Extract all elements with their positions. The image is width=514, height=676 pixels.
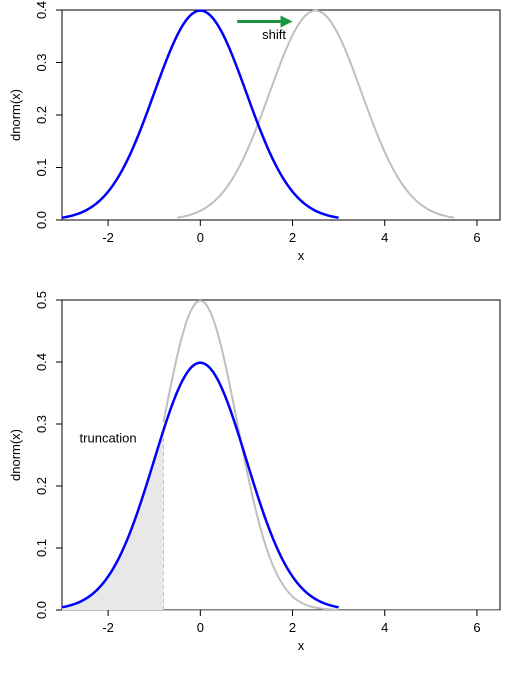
y-tick-label: 0.4: [34, 353, 49, 371]
x-axis-label: x: [298, 638, 305, 653]
truncation-label: truncation: [80, 431, 137, 446]
x-tick-label: -2: [102, 620, 114, 635]
x-axis-label: x: [298, 248, 305, 263]
shifted-curve: [177, 11, 454, 218]
y-tick-label: 0.4: [34, 1, 49, 19]
y-tick-label: 0.3: [34, 415, 49, 433]
figure: shift -2 0 2 4 6 0.0 0.1 0.2 0.3 0.4 x dnorm(x) trunc…: [0, 0, 514, 676]
y-tick-label: 0.1: [34, 539, 49, 557]
x-tick-label: 4: [381, 620, 388, 635]
y-tick-label: 0.5: [34, 291, 49, 309]
y-axis-label: dnorm(x): [8, 429, 23, 481]
normal-curve: [62, 11, 339, 218]
x-tick-label: 0: [197, 620, 204, 635]
y-tick-label: 0.2: [34, 106, 49, 124]
truncated-curve: [163, 301, 338, 610]
y-axis-label: dnorm(x): [8, 89, 23, 141]
x-tick-label: -2: [102, 230, 114, 245]
y-tick-label: 0.0: [34, 601, 49, 619]
x-tick-label: 6: [473, 230, 480, 245]
x-tick-label: 6: [473, 620, 480, 635]
x-tick-label: 2: [289, 230, 296, 245]
arrow-head-icon: [281, 16, 293, 28]
shift-label: shift: [262, 27, 286, 42]
y-tick-label: 0.1: [34, 158, 49, 176]
normal-curve: [62, 363, 339, 608]
y-tick-label: 0.0: [34, 211, 49, 229]
x-tick-label: 0: [197, 230, 204, 245]
y-tick-label: 0.3: [34, 53, 49, 71]
chart-svg: shift -2 0 2 4 6 0.0 0.1 0.2 0.3 0.4 x dnorm(x) trunc…: [0, 0, 514, 676]
x-tick-label: 4: [381, 230, 388, 245]
shaded-area: [62, 430, 163, 610]
y-tick-label: 0.2: [34, 477, 49, 495]
x-tick-label: 2: [289, 620, 296, 635]
